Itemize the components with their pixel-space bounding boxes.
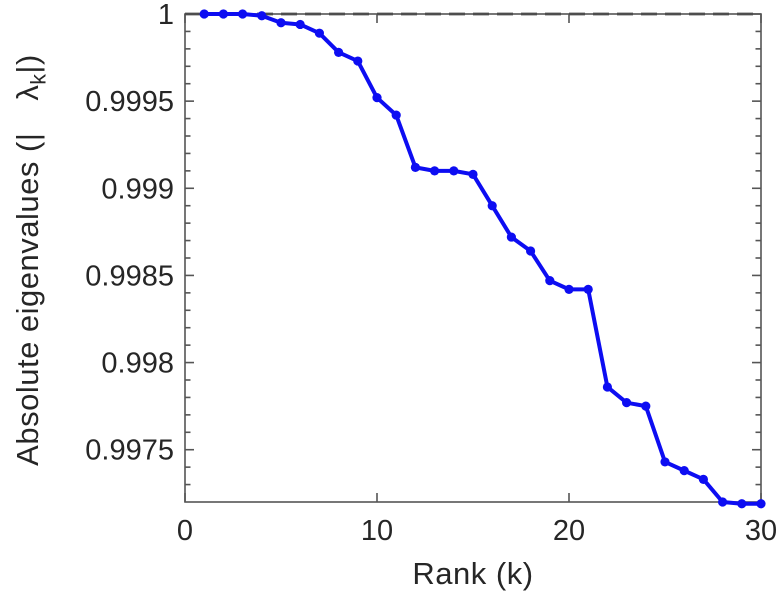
data-point-marker: [737, 499, 747, 509]
data-point-marker: [679, 466, 689, 476]
data-point-marker: [641, 401, 651, 411]
data-point-marker: [564, 284, 574, 294]
data-point-marker: [238, 9, 248, 19]
data-point-marker: [449, 166, 459, 176]
data-point-marker: [430, 166, 440, 176]
data-point-marker: [506, 232, 516, 242]
x-axis-label: Rank (k): [412, 556, 534, 591]
data-point-marker: [468, 169, 478, 179]
x-tick-label: 30: [745, 515, 777, 547]
data-point-marker: [583, 284, 593, 294]
data-point-marker: [660, 457, 670, 467]
data-point-marker: [295, 19, 305, 30]
data-point-marker: [622, 398, 632, 408]
data-point-marker: [199, 9, 209, 19]
data-point-marker: [391, 110, 401, 120]
data-point-marker: [698, 474, 709, 484]
data-point-marker: [756, 499, 766, 509]
data-point-marker: [353, 56, 363, 66]
y-tick-label: 0.9995: [85, 86, 174, 118]
data-point-marker: [545, 276, 555, 286]
data-point-marker: [334, 47, 344, 57]
y-tick-label: 0.999: [101, 173, 174, 205]
y-tick-label: 0.9975: [85, 435, 174, 467]
data-point-marker: [487, 201, 497, 211]
y-axis-label-prefix: Absolute eigenvalues (|: [10, 132, 45, 466]
data-point-marker: [218, 9, 228, 19]
data-point-marker: [257, 11, 267, 21]
data-point-marker: [276, 18, 286, 28]
data-point-marker: [410, 162, 420, 172]
lambda-subscript: k: [27, 73, 51, 85]
y-tick-label: 0.998: [101, 348, 174, 380]
x-tick-label: 0: [177, 515, 193, 547]
series-line: [202, 12, 763, 506]
lambda-symbol: λ: [10, 84, 45, 101]
x-tick-label: 10: [361, 515, 393, 547]
x-tick-label: 20: [553, 515, 585, 547]
data-point-marker: [602, 382, 613, 392]
data-point-marker: [314, 28, 324, 38]
y-tick-label: 1: [158, 0, 174, 31]
data-point-marker: [718, 497, 728, 507]
plot-border: [184, 13, 762, 503]
y-tick-label: 0.9985: [85, 260, 174, 292]
data-point-marker: [372, 93, 382, 103]
data-point-marker: [526, 246, 536, 256]
y-axis-label: Absolute eigenvalues (| λk|): [10, 0, 50, 540]
y-axis-label-suffix: |): [10, 54, 45, 74]
